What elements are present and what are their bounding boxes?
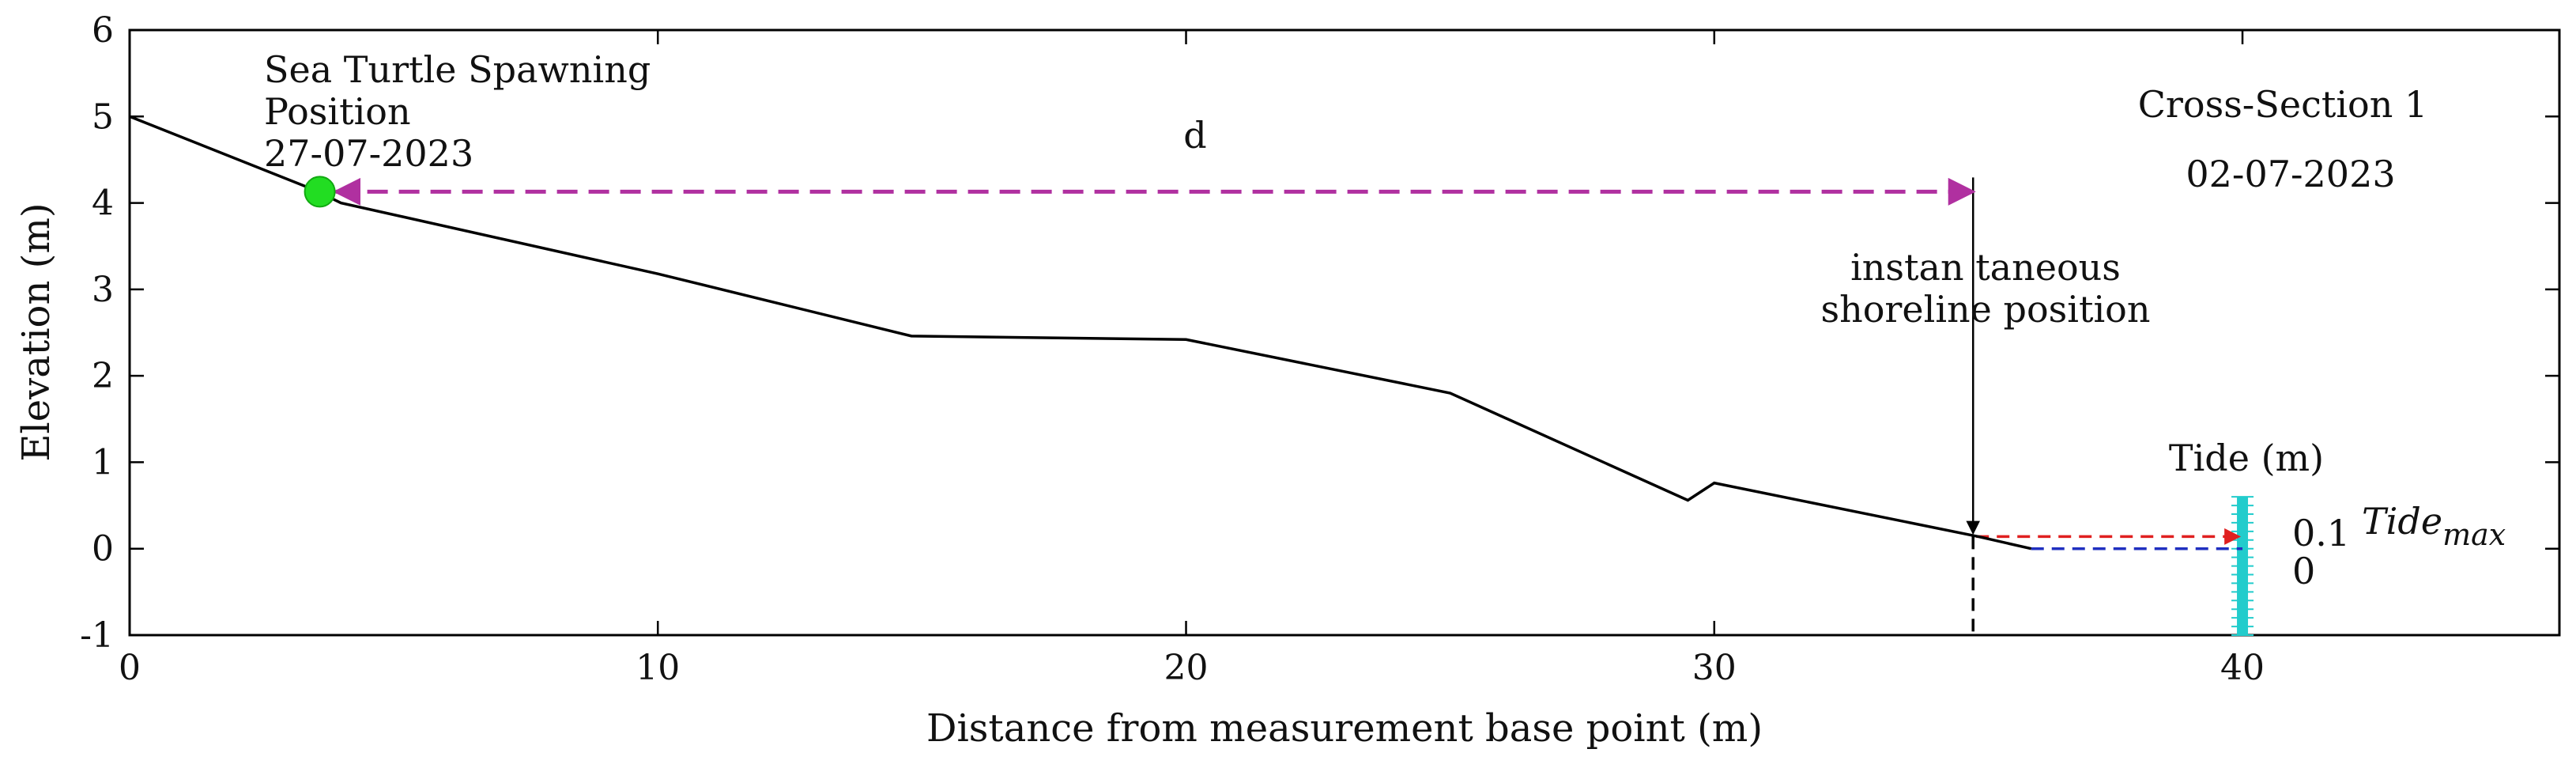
spawning-marker bbox=[304, 176, 336, 208]
section-date: 02-07-2023 bbox=[2186, 153, 2395, 195]
section-title: Cross-Section 1 bbox=[2138, 83, 2428, 126]
y-axis-label: Elevation (m) bbox=[14, 202, 58, 461]
shoreline-label-line-1: instan taneous bbox=[1850, 246, 2121, 289]
spawning-label-line-2: Position bbox=[264, 90, 411, 133]
x-tick-label: 10 bbox=[636, 648, 680, 688]
y-tick-label: 6 bbox=[92, 10, 114, 51]
tide-title: Tide (m) bbox=[2169, 437, 2324, 479]
y-tick-label: 1 bbox=[92, 442, 114, 482]
tide-layer bbox=[1976, 496, 2254, 636]
y-tick-label: 5 bbox=[92, 96, 114, 137]
y-tick-label: 2 bbox=[92, 356, 114, 396]
x-tick-label: 40 bbox=[2220, 648, 2265, 688]
spawning-label-line-1: Sea Turtle Spawning bbox=[264, 48, 651, 91]
y-tick-label: 3 bbox=[92, 270, 114, 310]
y-tick-label: 4 bbox=[92, 183, 114, 224]
spawning-label-line-3: 27-07-2023 bbox=[264, 132, 473, 175]
y-tick-label: -1 bbox=[80, 615, 114, 656]
tide-max-value-label: 0.1 bbox=[2292, 512, 2350, 554]
x-tick-label: 30 bbox=[1692, 648, 1737, 688]
y-tick-label: 0 bbox=[92, 529, 114, 569]
distance-label: d bbox=[1183, 114, 1206, 157]
tide-max-symbol: Tidemax bbox=[2362, 500, 2506, 552]
plot-frame bbox=[128, 28, 2561, 637]
x-tick-label: 0 bbox=[119, 648, 141, 688]
beach-profile-line bbox=[129, 115, 2032, 550]
x-axis-label: Distance from measurement base point (m) bbox=[926, 706, 1763, 751]
x-tick-label: 20 bbox=[1164, 648, 1209, 688]
series-layer bbox=[129, 115, 2032, 550]
tide-zero-label: 0 bbox=[2292, 550, 2315, 592]
annotation-layer bbox=[304, 176, 1980, 635]
shoreline-label-line-2: shoreline position bbox=[1820, 288, 2150, 331]
